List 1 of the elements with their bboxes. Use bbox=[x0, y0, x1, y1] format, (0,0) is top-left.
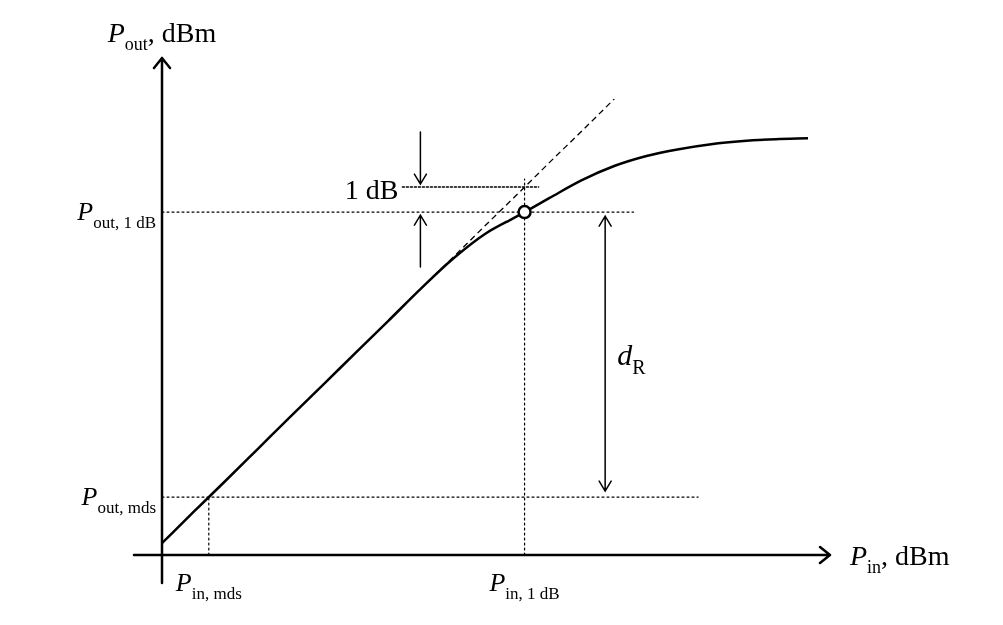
annotation: 1 dB bbox=[344, 174, 399, 206]
